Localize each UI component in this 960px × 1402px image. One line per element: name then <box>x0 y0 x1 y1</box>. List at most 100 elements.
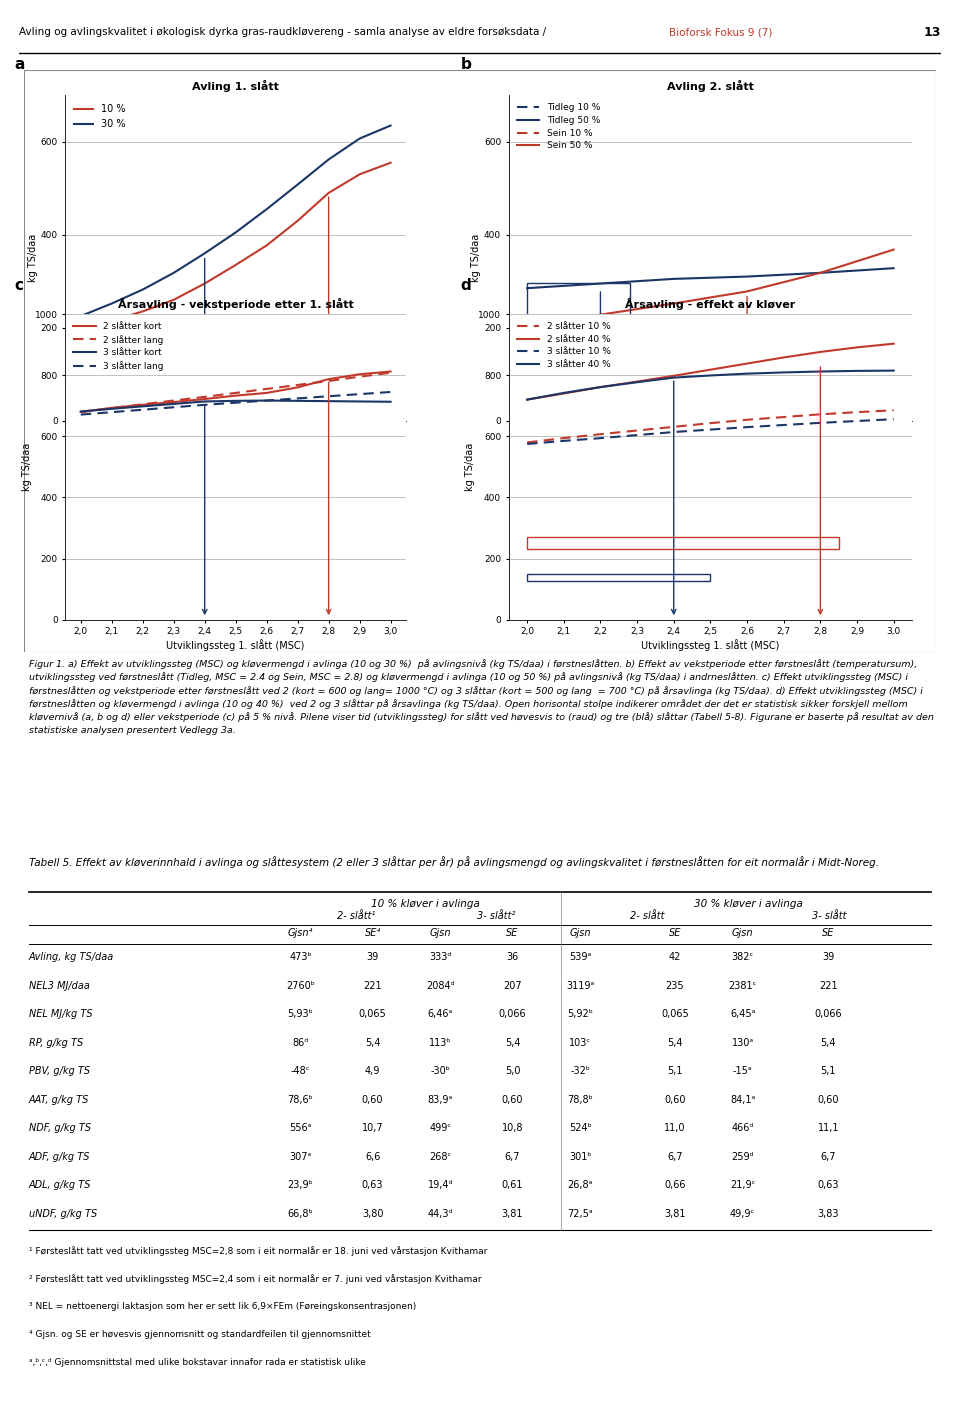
Text: -32ᵇ: -32ᵇ <box>570 1067 590 1077</box>
Bar <box>527 283 630 388</box>
Text: 5,1: 5,1 <box>667 1067 683 1077</box>
Text: 6,7: 6,7 <box>821 1151 836 1162</box>
Text: 0,60: 0,60 <box>664 1095 685 1105</box>
Y-axis label: kg TS/daa: kg TS/daa <box>466 443 475 491</box>
Text: ᵃ,ᵇ,ᶜ,ᵈ Gjennomsnittstal med ulike bokstavar innafor rada er statistisk ulike: ᵃ,ᵇ,ᶜ,ᵈ Gjennomsnittstal med ulike bokst… <box>29 1359 366 1367</box>
Text: 221: 221 <box>363 981 382 991</box>
Text: 10 % kløver i avlinga: 10 % kløver i avlinga <box>372 900 480 910</box>
Legend: 2 slåtter 10 %, 2 slåtter 40 %, 3 slåtter 10 %, 3 slåtter 40 %: 2 slåtter 10 %, 2 slåtter 40 %, 3 slåtte… <box>514 318 614 373</box>
Text: Gjsn⁴: Gjsn⁴ <box>288 928 313 938</box>
Text: 268ᶜ: 268ᶜ <box>429 1151 451 1162</box>
Text: 0,066: 0,066 <box>814 1009 842 1019</box>
Text: 3- slått²: 3- slått² <box>476 911 515 921</box>
Text: 5,0: 5,0 <box>505 1067 520 1077</box>
Text: 30 % kløver i avlinga: 30 % kløver i avlinga <box>694 900 803 910</box>
Text: 499ᶜ: 499ᶜ <box>429 1123 451 1133</box>
Text: 11,1: 11,1 <box>818 1123 839 1133</box>
Legend: 10 %, 30 %: 10 %, 30 % <box>70 100 130 133</box>
Text: 13: 13 <box>924 25 941 39</box>
Text: NEL3 MJ/daa: NEL3 MJ/daa <box>29 981 89 991</box>
Text: 84,1ᵃ: 84,1ᵃ <box>730 1095 756 1105</box>
Text: 5,4: 5,4 <box>365 1037 380 1047</box>
Bar <box>527 537 839 550</box>
Text: Avling, kg TS/daa: Avling, kg TS/daa <box>29 952 114 962</box>
Title: Avling 2. slått: Avling 2. slått <box>667 80 754 91</box>
Title: Årsavling - vekstperiode etter 1. slått: Årsavling - vekstperiode etter 1. slått <box>118 299 353 310</box>
Text: 113ᵇ: 113ᵇ <box>429 1037 451 1047</box>
Text: 21,9ᶜ: 21,9ᶜ <box>730 1180 756 1190</box>
Text: -15ᵃ: -15ᵃ <box>732 1067 753 1077</box>
Text: NEL MJ/kg TS: NEL MJ/kg TS <box>29 1009 92 1019</box>
Legend: Tidleg 10 %, Tidleg 50 %, Sein 10 %, Sein 50 %: Tidleg 10 %, Tidleg 50 %, Sein 10 %, Sei… <box>514 100 604 154</box>
Text: 0,065: 0,065 <box>359 1009 387 1019</box>
Text: 3119ᵃ: 3119ᵃ <box>566 981 594 991</box>
Text: 5,4: 5,4 <box>505 1037 520 1047</box>
Text: 0,63: 0,63 <box>818 1180 839 1190</box>
Text: 235: 235 <box>665 981 684 991</box>
Text: AAT, g/kg TS: AAT, g/kg TS <box>29 1095 89 1105</box>
Text: 0,63: 0,63 <box>362 1180 383 1190</box>
Text: 5,93ᵇ: 5,93ᵇ <box>288 1009 313 1019</box>
Text: SE⁴: SE⁴ <box>365 928 381 938</box>
Text: 0,66: 0,66 <box>664 1180 685 1190</box>
Text: NDF, g/kg TS: NDF, g/kg TS <box>29 1123 91 1133</box>
Text: 86ᵈ: 86ᵈ <box>292 1037 308 1047</box>
Text: 307ᵃ: 307ᵃ <box>289 1151 312 1162</box>
Text: ² Førsteslått tatt ved utviklingssteg MSC=2,4 som i eit normalår er 7. juni ved : ² Førsteslått tatt ved utviklingssteg MS… <box>29 1274 481 1284</box>
Bar <box>527 390 761 415</box>
Text: 2- slått: 2- slått <box>630 911 664 921</box>
Text: 26,8ᵃ: 26,8ᵃ <box>567 1180 593 1190</box>
Y-axis label: kg TS/daa: kg TS/daa <box>471 234 481 282</box>
X-axis label: Temperatursum: Temperatursum <box>672 440 749 450</box>
Text: 0,066: 0,066 <box>498 1009 526 1019</box>
Title: Avling 1. slått: Avling 1. slått <box>192 80 279 91</box>
Text: 0,61: 0,61 <box>502 1180 523 1190</box>
Text: 524ᵇ: 524ᵇ <box>568 1123 591 1133</box>
Y-axis label: kg TS/daa: kg TS/daa <box>28 234 37 282</box>
Text: 473ᵇ: 473ᵇ <box>289 952 312 962</box>
Legend: 2 slåtter kort, 2 slåtter lang, 3 slåtter kort, 3 slåtter lang: 2 slåtter kort, 2 slåtter lang, 3 slåtte… <box>70 318 167 374</box>
Text: 0,60: 0,60 <box>818 1095 839 1105</box>
Text: 130ᵃ: 130ᵃ <box>732 1037 754 1047</box>
Text: 539ᵃ: 539ᵃ <box>569 952 591 962</box>
Text: 259ᵈ: 259ᵈ <box>732 1151 754 1162</box>
Bar <box>81 390 391 409</box>
Text: 6,7: 6,7 <box>505 1151 520 1162</box>
Bar <box>527 573 710 580</box>
Text: 103ᶜ: 103ᶜ <box>569 1037 591 1047</box>
Text: 19,4ᵈ: 19,4ᵈ <box>427 1180 453 1190</box>
Text: Figur 1. a) Effekt av utviklingssteg (MSC) og kløvermengd i avlinga (10 og 30 %): Figur 1. a) Effekt av utviklingssteg (MS… <box>29 659 934 735</box>
Text: 78,6ᵇ: 78,6ᵇ <box>288 1095 313 1105</box>
Text: 6,46ᵃ: 6,46ᵃ <box>427 1009 453 1019</box>
Text: Gjsn: Gjsn <box>569 928 591 938</box>
Text: Bioforsk Fokus 9 (7): Bioforsk Fokus 9 (7) <box>669 27 772 38</box>
Text: 2381ᶜ: 2381ᶜ <box>729 981 756 991</box>
Text: d: d <box>461 278 471 293</box>
Text: a: a <box>14 57 25 73</box>
Y-axis label: kg TS/daa: kg TS/daa <box>22 443 32 491</box>
Text: Tabell 5. Effekt av kløverinnhald i avlinga og slåttesystem (2 eller 3 slåttar p: Tabell 5. Effekt av kløverinnhald i avli… <box>29 857 878 868</box>
Text: 66,8ᵇ: 66,8ᵇ <box>288 1209 313 1218</box>
Text: b: b <box>461 57 471 73</box>
Text: 3,81: 3,81 <box>664 1209 685 1218</box>
Text: 382ᶜ: 382ᶜ <box>732 952 754 962</box>
Text: Gjsn: Gjsn <box>429 928 451 938</box>
Text: 72,5ᵃ: 72,5ᵃ <box>567 1209 593 1218</box>
Text: 11,0: 11,0 <box>664 1123 685 1133</box>
Text: SE: SE <box>669 928 681 938</box>
Text: -48ᶜ: -48ᶜ <box>291 1067 310 1077</box>
Text: 333ᵈ: 333ᵈ <box>429 952 451 962</box>
Text: ADF, g/kg TS: ADF, g/kg TS <box>29 1151 90 1162</box>
Text: 6,7: 6,7 <box>667 1151 683 1162</box>
X-axis label: Utviklingssteg 1. slått (MSC): Utviklingssteg 1. slått (MSC) <box>641 639 780 651</box>
Text: RP, g/kg TS: RP, g/kg TS <box>29 1037 84 1047</box>
Text: 4,9: 4,9 <box>365 1067 380 1077</box>
Title: Årsavling - effekt av kløver: Årsavling - effekt av kløver <box>625 299 796 310</box>
Text: 42: 42 <box>669 952 681 962</box>
Text: Gjsn: Gjsn <box>732 928 754 938</box>
Text: 207: 207 <box>503 981 522 991</box>
Text: 5,4: 5,4 <box>821 1037 836 1047</box>
Text: ⁴ Gjsn. og SE er høvesvis gjennomsnitt og standardfeilen til gjennomsnittet: ⁴ Gjsn. og SE er høvesvis gjennomsnitt o… <box>29 1330 371 1339</box>
Text: uNDF, g/kg TS: uNDF, g/kg TS <box>29 1209 97 1218</box>
Bar <box>81 390 391 409</box>
